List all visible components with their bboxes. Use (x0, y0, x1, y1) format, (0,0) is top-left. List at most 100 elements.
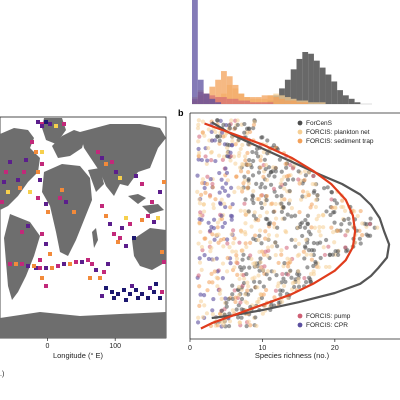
scatter-point (251, 279, 257, 284)
scatter-point (210, 308, 215, 313)
hist-bar (267, 102, 274, 104)
scatter-point (302, 169, 308, 174)
scatter-point (248, 253, 253, 258)
scatter-point (302, 256, 307, 261)
scatter-point (242, 178, 248, 183)
scatter-point (213, 197, 218, 202)
scatter-point (232, 189, 237, 195)
scatter-point (279, 193, 284, 198)
scatter-point (241, 280, 247, 286)
sample-cell (94, 268, 98, 272)
land-mass (4, 214, 40, 300)
scatter-point (224, 269, 230, 274)
sample-cell (64, 200, 68, 204)
map-x-tick-label: 0 (45, 343, 49, 350)
scatter-point (216, 232, 221, 237)
scatter-point (296, 169, 301, 174)
scatter-point (305, 213, 311, 218)
sample-cell (38, 266, 42, 270)
scatter-point (256, 273, 261, 278)
scatter-point (246, 284, 251, 289)
scatter-point (260, 311, 265, 316)
scatter-point (215, 284, 220, 289)
scatter-point (281, 205, 286, 210)
panel-b-x-tick-label: 0 (188, 345, 192, 352)
scatter-point (198, 229, 203, 235)
scatter-point (256, 170, 262, 175)
scatter-point (274, 194, 279, 199)
scatter-point (222, 201, 227, 206)
scatter-point (284, 165, 289, 170)
scatter-point (308, 271, 314, 277)
sample-cell (104, 286, 108, 290)
scatter-point (282, 283, 287, 288)
scatter-point (237, 276, 242, 282)
scatter-point (305, 221, 310, 226)
hist-bar (331, 81, 338, 104)
legend-marker (297, 313, 303, 319)
scatter-point (198, 210, 203, 215)
scatter-point (218, 288, 223, 293)
scatter-point (273, 240, 278, 245)
sample-cell (108, 222, 112, 226)
sample-cell (146, 296, 150, 300)
map-x-axis-label: Longitude (° E) (53, 351, 104, 360)
scatter-point (330, 252, 336, 257)
scatter-point (303, 279, 309, 285)
scatter-point (247, 158, 252, 163)
scatter-point (330, 205, 335, 210)
hist-bar (203, 93, 210, 104)
scatter-point (357, 236, 362, 241)
scatter-point (257, 228, 263, 233)
scatter-point (198, 299, 204, 304)
scatter-point (230, 283, 235, 288)
sample-cell (40, 150, 44, 154)
scatter-point (358, 208, 363, 214)
scatter-point (230, 142, 235, 148)
scatter-point (204, 161, 209, 166)
scatter-point (250, 193, 255, 198)
sample-cell (158, 296, 162, 300)
scatter-point (276, 281, 281, 286)
scatter-point (205, 174, 210, 179)
scatter-point (228, 261, 233, 266)
scatter-point (221, 134, 226, 139)
sample-cell (150, 200, 154, 204)
scatter-point (234, 174, 239, 179)
land-mass (0, 128, 40, 210)
scatter-point (231, 154, 237, 159)
scatter-point (219, 213, 224, 218)
scatter-point (360, 233, 365, 238)
sample-cell (40, 232, 44, 236)
scatter-point (303, 237, 309, 242)
scatter-point (232, 236, 237, 241)
scatter-point (343, 245, 348, 250)
scatter-point (217, 138, 222, 143)
sample-cell (110, 160, 114, 164)
forcens-line (211, 121, 391, 320)
scatter-point (246, 177, 251, 182)
scatter-point (265, 253, 270, 258)
scatter-point (199, 267, 204, 273)
scatter-point (226, 297, 231, 302)
legend-marker (297, 120, 303, 126)
scatter-point (282, 186, 287, 191)
sample-cell (152, 220, 156, 224)
scatter-point (211, 217, 217, 222)
scatter-point (238, 165, 243, 170)
scatter-point (204, 311, 210, 316)
sample-cell (86, 258, 90, 262)
sample-cell (96, 150, 100, 154)
scatter-point (265, 245, 271, 250)
scatter-point (364, 222, 369, 227)
scatter-point (205, 288, 210, 293)
scatter-point (246, 170, 251, 175)
scatter-point (309, 257, 314, 262)
legend-marker (297, 322, 303, 328)
scatter-point (239, 296, 245, 302)
scatter-point (268, 170, 274, 175)
scatter-point (261, 149, 266, 155)
scatter-point (225, 255, 230, 261)
left-crop-note: .) (0, 371, 4, 378)
scatter-point (311, 240, 317, 246)
